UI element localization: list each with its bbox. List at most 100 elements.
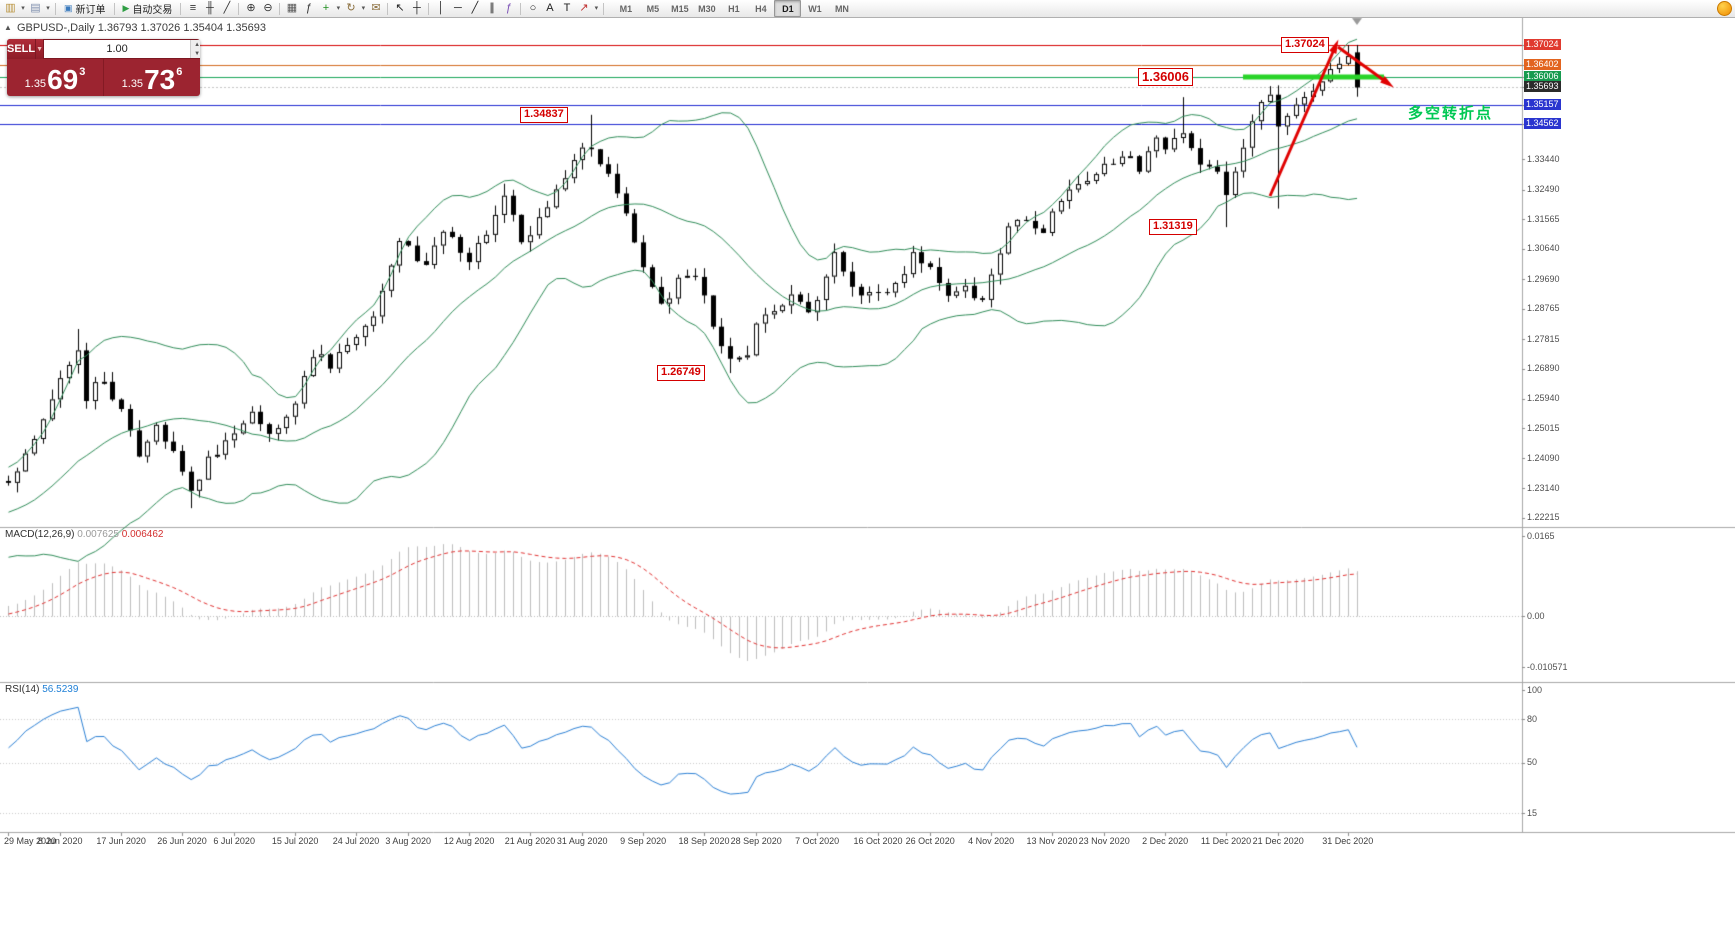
- new-order-button[interactable]: ▣ 新订单: [59, 1, 111, 17]
- toolbar-separator: [238, 2, 240, 15]
- new-chart-icon[interactable]: ▥: [5, 2, 16, 14]
- date-axis-label: 15 Jul 2020: [271, 836, 319, 846]
- buy-price-prefix: 1.35: [121, 78, 144, 90]
- macd-axis-label: -0.010571: [1527, 661, 1568, 672]
- fibonacci-icon[interactable]: ƒ: [505, 2, 512, 14]
- timeframe-mn[interactable]: MN: [834, 3, 849, 14]
- price-flag-label[interactable]: 1.31319: [1149, 219, 1197, 235]
- equidistant-channel-icon[interactable]: ∥: [489, 2, 495, 14]
- volume-decrease-button[interactable]: ▼: [191, 49, 200, 58]
- toolbar-separator: [279, 2, 281, 15]
- profiles-caret-icon[interactable]: ▾: [46, 5, 50, 12]
- indicators-caret-icon[interactable]: ▾: [336, 5, 341, 12]
- text-icon[interactable]: A: [546, 2, 554, 14]
- timeframe-h4[interactable]: H4: [755, 3, 767, 14]
- crosshair-icon[interactable]: ┼: [413, 2, 421, 14]
- price-axis-label: 1.36006: [1524, 71, 1561, 83]
- toolbar-separator: [428, 2, 430, 15]
- date-axis-label: 28 Sep 2020: [730, 836, 782, 846]
- price-flag-label[interactable]: 1.36006: [1138, 68, 1193, 87]
- price-axis-label: 1.37024: [1524, 38, 1561, 50]
- volume-increase-button[interactable]: ▲: [191, 40, 200, 49]
- price-axis-label: 1.34562: [1524, 117, 1561, 129]
- trendline-icon[interactable]: ╱: [471, 2, 479, 14]
- auto-trading-button-label: 自动交易: [132, 5, 173, 16]
- vertical-line-icon[interactable]: │: [437, 2, 445, 14]
- date-axis-label: 21 Dec 2020: [1252, 836, 1304, 846]
- profiles-icon[interactable]: ▤: [30, 2, 41, 14]
- notification-icon[interactable]: [1717, 1, 1732, 16]
- date-axis-label: 23 Nov 2020: [1078, 836, 1130, 846]
- date-axis-label: 16 Oct 2020: [853, 836, 903, 846]
- cursor-icon[interactable]: ↖: [395, 2, 405, 14]
- timeframe-m15[interactable]: M15: [671, 3, 689, 14]
- add-indicator-icon[interactable]: +: [322, 2, 330, 14]
- auto-trading-play-icon: ▶: [122, 3, 130, 13]
- rsi-axis-label: 50: [1527, 757, 1538, 767]
- tile-windows-icon[interactable]: ▦: [286, 2, 298, 14]
- mail-icon[interactable]: ✉: [371, 2, 381, 14]
- line-chart-icon[interactable]: ╱: [223, 2, 231, 14]
- price-axis-label: 1.33440: [1527, 153, 1560, 164]
- timeframe-d1[interactable]: D1: [774, 0, 802, 17]
- date-axis-label: 18 Sep 2020: [678, 836, 730, 846]
- text-label-icon[interactable]: T: [563, 2, 571, 14]
- buy-price[interactable]: 1.35 73 6: [104, 59, 200, 96]
- bar-chart-icon[interactable]: ≡: [189, 2, 197, 14]
- price-flag-label[interactable]: 1.34837: [520, 107, 568, 123]
- date-axis-label: 24 Jul 2020: [332, 836, 380, 846]
- chart-symbol-period: GBPUSD-,Daily: [17, 22, 95, 34]
- candlestick-chart-icon[interactable]: ╫: [206, 2, 214, 14]
- price-axis-label: 1.35157: [1524, 98, 1561, 110]
- sell-price-big: 69: [47, 64, 79, 95]
- order-options-caret-icon[interactable]: ▼: [35, 39, 44, 59]
- rsi-value: 56.5239: [42, 684, 79, 695]
- sell-price[interactable]: 1.35 69 3: [7, 59, 104, 96]
- sell-button[interactable]: SELL: [7, 39, 36, 59]
- macd-signal-value: 0.006462: [121, 529, 164, 540]
- periods-caret-icon[interactable]: ▾: [361, 5, 366, 12]
- sell-price-prefix: 1.35: [24, 78, 47, 90]
- price-axis-label: 1.29690: [1527, 273, 1560, 284]
- horizontal-line-icon[interactable]: ─: [454, 2, 462, 14]
- toolbar-right: [1717, 1, 1735, 16]
- date-axis-label: 7 Oct 2020: [795, 836, 840, 846]
- arrows-caret-icon[interactable]: ▾: [594, 5, 599, 12]
- zoom-out-icon[interactable]: ⊖: [263, 2, 273, 14]
- date-axis-label: 4 Nov 2020: [968, 836, 1015, 846]
- price-flag-label[interactable]: 1.26749: [657, 365, 705, 381]
- toolbar-separator: [113, 2, 115, 15]
- rsi-axis-label: 100: [1527, 684, 1543, 695]
- volume-input[interactable]: [44, 40, 191, 58]
- timeframe-m30[interactable]: M30: [698, 3, 716, 14]
- arrows-icon[interactable]: ↗: [579, 2, 589, 14]
- auto-trading-button[interactable]: ▶ 自动交易: [118, 1, 178, 17]
- timeframe-m5[interactable]: M5: [646, 3, 660, 14]
- one-click-collapse-toggle[interactable]: ▲: [4, 23, 12, 32]
- rsi-name: RSI(14): [5, 684, 40, 695]
- date-axis-label: 13 Nov 2020: [1026, 836, 1078, 846]
- price-axis-label: 1.36402: [1524, 58, 1561, 70]
- timeframe-h1[interactable]: H1: [728, 3, 740, 14]
- toolbar-separator: [520, 2, 522, 15]
- new-order-button-label: 新订单: [75, 5, 106, 16]
- chart-ohlc-title: GBPUSD-,Daily 1.36793 1.37026 1.35404 1.…: [17, 22, 266, 34]
- new-chart-caret-icon[interactable]: ▾: [21, 5, 25, 12]
- indicators-icon[interactable]: ƒ: [305, 2, 312, 14]
- macd-axis-label: 0.00: [1527, 610, 1545, 621]
- note-annotation[interactable]: 多空转折点: [1408, 105, 1494, 122]
- date-axis-label: 3 Aug 2020: [385, 836, 431, 846]
- timeframe-w1[interactable]: W1: [808, 3, 822, 14]
- shapes-icon[interactable]: ○: [529, 2, 537, 14]
- date-axis-label: 17 Jun 2020: [96, 836, 146, 846]
- periods-icon[interactable]: ↻: [346, 2, 356, 14]
- toolbar-separator: [387, 2, 389, 15]
- timeframe-m1[interactable]: M1: [619, 3, 633, 14]
- date-axis-label: 8 Jun 2020: [37, 836, 83, 846]
- price-flag-label[interactable]: 1.37024: [1281, 37, 1329, 53]
- toolbar: ▥ ▾ ▤ ▾ ▣ 新订单 ▶ 自动交易 ≡ ╫ ╱ ⊕ ⊖ ▦ ƒ + ▾ ↻ ▾ ✉ ↖ ┼ │ ─ ╱ ∥ ƒ ○ A T ↗ ▾ M1 M…: [0, 0, 1735, 18]
- zoom-in-icon[interactable]: ⊕: [246, 2, 256, 14]
- price-axis-label: 1.25940: [1527, 393, 1560, 404]
- timeframe-group: M1 M5 M15 M30 H1 H4 D1 W1 MN: [612, 0, 855, 17]
